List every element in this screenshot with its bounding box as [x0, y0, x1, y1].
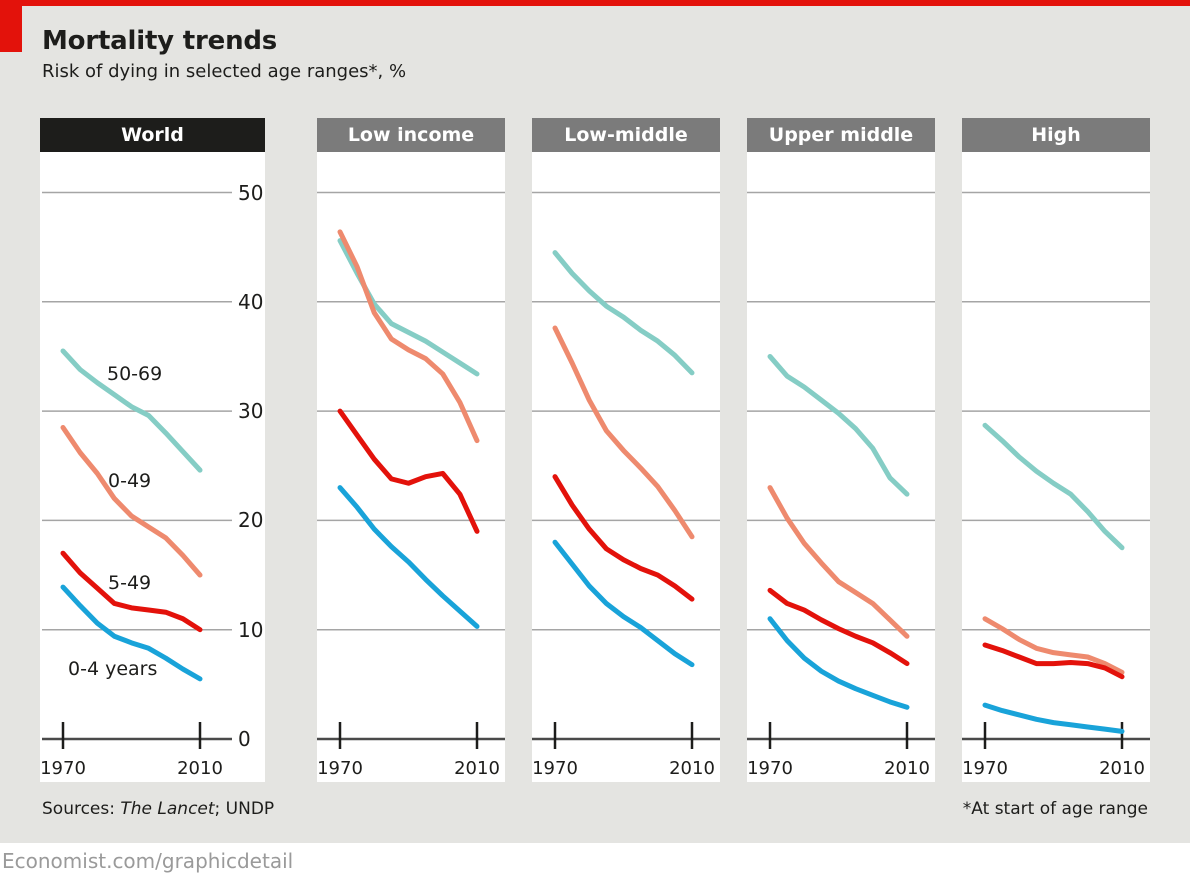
series-line-5-49 [60, 550, 203, 633]
plot-svg [532, 191, 720, 749]
sources-line: Sources: The Lancet; UNDP [42, 799, 274, 819]
economist-red-corner-block [0, 0, 22, 52]
x-axis-label-1970: 1970 [532, 758, 578, 779]
sources-suffix: ; UNDP [214, 799, 275, 819]
y-axis-label-30: 30 [238, 399, 264, 424]
x-axis-label-2010: 2010 [1099, 758, 1145, 779]
panel-upper-middle: Upper middle 1970 2010 [747, 118, 935, 782]
series-line-0-49 [982, 616, 1125, 675]
series-label-0-4-years: 0-4 years [68, 658, 158, 680]
plot-area: 50 40 30 20 10 0 50-69 0-49 5-49 0-4 years 1970 201… [40, 152, 265, 782]
panel-header-high: High [962, 118, 1150, 152]
series-line-0-49 [60, 425, 203, 578]
series-line-0-4-years [982, 702, 1125, 734]
series-line-0-4-years [337, 485, 480, 629]
plot-area: 1970 2010 [747, 152, 935, 782]
series-line-0-4-years [552, 539, 695, 668]
series-line-5-49 [337, 408, 480, 534]
footnote: *At start of age range [962, 799, 1148, 819]
y-axis-label-10: 10 [238, 617, 264, 642]
sources-italic: The Lancet [120, 799, 215, 819]
series-line-50-69 [552, 250, 695, 376]
series-line-50-69 [982, 422, 1125, 551]
panel-world: World 50 40 30 20 10 0 50-69 0-49 5-49 0-4 years 19… [40, 118, 265, 782]
series-line-0-4-years [767, 616, 910, 710]
panel-header-world: World [40, 118, 265, 152]
series-label-5-49: 5-49 [108, 572, 152, 594]
branding-url: Economist.com/graphicdetail [2, 849, 294, 873]
y-axis-label-50: 50 [238, 180, 264, 205]
plot-svg [747, 191, 935, 749]
top-red-rule [0, 0, 1190, 6]
y-axis-label-20: 20 [238, 508, 264, 533]
panel-header-low-income: Low income [317, 118, 505, 152]
x-axis-label-2010: 2010 [177, 758, 223, 779]
series-line-50-69 [337, 238, 480, 377]
panel-low-middle: Low-middle 1970 2010 [532, 118, 720, 782]
plot-area: 1970 2010 [317, 152, 505, 782]
x-axis-label-1970: 1970 [40, 758, 86, 779]
x-axis-label-1970: 1970 [317, 758, 363, 779]
x-axis-label-1970: 1970 [962, 758, 1008, 779]
series-line-0-49 [767, 485, 910, 639]
panel-header-upper-middle: Upper middle [747, 118, 935, 152]
page-subtitle: Risk of dying in selected age ranges*, % [42, 61, 407, 82]
series-line-50-69 [767, 353, 910, 497]
plot-svg [42, 191, 232, 749]
x-axis-label-2010: 2010 [454, 758, 500, 779]
series-line-0-4-years [60, 584, 203, 682]
series-line-5-49 [552, 474, 695, 602]
x-axis-label-2010: 2010 [884, 758, 930, 779]
page-title: Mortality trends [42, 26, 278, 56]
panel-low-income: Low income 1970 2010 [317, 118, 505, 782]
plot-area: 1970 2010 [532, 152, 720, 782]
plot-svg [317, 191, 505, 749]
sources-prefix: Sources: [42, 799, 121, 819]
plot-svg [962, 191, 1150, 749]
series-line-5-49 [767, 587, 910, 667]
plot-area: 1970 2010 [962, 152, 1150, 782]
y-axis-label-40: 40 [238, 289, 264, 314]
series-line-5-49 [982, 642, 1125, 680]
series-label-50-69: 50-69 [107, 363, 163, 385]
series-line-0-49 [552, 325, 695, 540]
panel-header-low-middle: Low-middle [532, 118, 720, 152]
series-line-50-69 [60, 348, 203, 473]
panel-high: High 1970 2010 [962, 118, 1150, 782]
series-line-0-49 [337, 229, 480, 444]
x-axis-label-1970: 1970 [747, 758, 793, 779]
series-label-0-49: 0-49 [108, 470, 152, 492]
branding-strip: Economist.com/graphicdetail [0, 843, 1190, 880]
y-axis-label-0: 0 [238, 727, 251, 751]
x-axis-label-2010: 2010 [669, 758, 715, 779]
